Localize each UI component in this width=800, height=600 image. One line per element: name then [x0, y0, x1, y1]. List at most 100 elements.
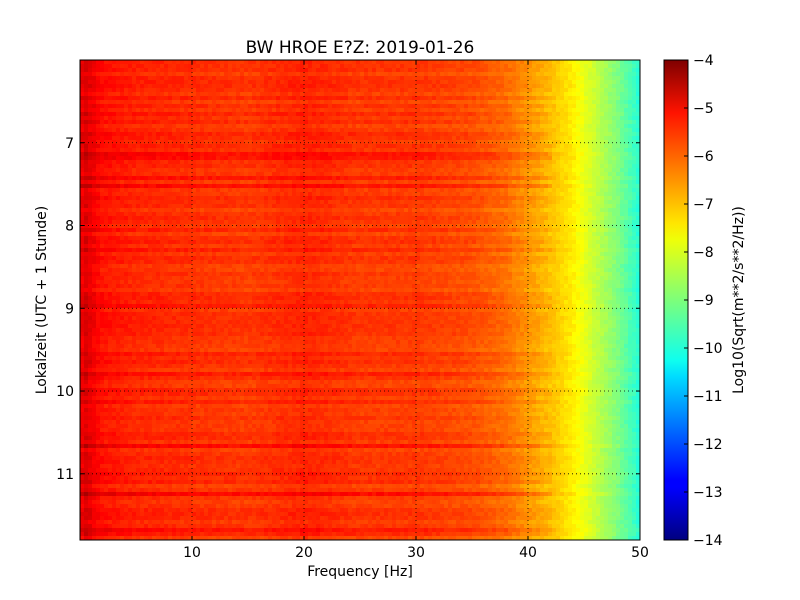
heatmap-cell	[188, 428, 193, 433]
heatmap-cell	[180, 60, 185, 65]
heatmap-cell	[200, 316, 205, 321]
heatmap-cell	[172, 128, 177, 133]
heatmap-cell	[216, 128, 221, 133]
heatmap-cell	[104, 532, 109, 537]
heatmap-cell	[172, 416, 177, 421]
heatmap-cell	[192, 108, 197, 113]
heatmap-cell	[128, 536, 133, 540]
heatmap-cell	[120, 504, 125, 509]
heatmap-cell	[164, 468, 169, 473]
heatmap-cell	[152, 484, 157, 489]
heatmap-cell	[216, 100, 221, 105]
heatmap-cell	[100, 84, 105, 89]
heatmap-cell	[144, 476, 149, 481]
heatmap-cell	[136, 156, 141, 161]
heatmap-cell	[204, 268, 209, 273]
heatmap-cell	[144, 300, 149, 305]
heatmap-cell	[112, 400, 117, 405]
heatmap-cell	[160, 484, 165, 489]
heatmap-cell	[204, 372, 209, 377]
heatmap-cell	[88, 332, 93, 337]
heatmap-cell	[80, 112, 85, 117]
heatmap-cell	[224, 428, 229, 433]
heatmap-cell	[204, 512, 209, 517]
heatmap-cell	[228, 232, 233, 237]
heatmap-cell	[200, 408, 205, 413]
heatmap-cell	[192, 320, 197, 325]
heatmap-cell	[120, 248, 125, 253]
heatmap-cell	[204, 476, 209, 481]
heatmap-cell	[188, 136, 193, 141]
heatmap-cell	[204, 516, 209, 521]
heatmap-cell	[204, 356, 209, 361]
heatmap-cell	[112, 96, 117, 101]
heatmap-cell	[120, 468, 125, 473]
heatmap-cell	[96, 440, 101, 445]
heatmap-cell	[112, 224, 117, 229]
heatmap-cell	[108, 324, 113, 329]
heatmap-cell	[84, 336, 89, 341]
heatmap-cell	[116, 388, 121, 393]
heatmap-cell	[208, 380, 213, 385]
heatmap-cell	[224, 460, 229, 465]
heatmap-cell	[144, 252, 149, 257]
heatmap-cell	[232, 328, 237, 333]
heatmap-cell	[200, 124, 205, 129]
heatmap-cell	[224, 108, 229, 113]
heatmap-cell	[220, 208, 225, 213]
heatmap-cell	[192, 288, 197, 293]
heatmap-cell	[112, 164, 117, 169]
heatmap-cell	[216, 276, 221, 281]
heatmap-cell	[164, 132, 169, 137]
heatmap-cell	[188, 452, 193, 457]
heatmap-cell	[208, 456, 213, 461]
heatmap-cell	[244, 328, 249, 333]
heatmap-cell	[208, 368, 213, 373]
heatmap-cell	[168, 248, 173, 253]
heatmap-cell	[112, 64, 117, 69]
heatmap-cell	[164, 212, 169, 217]
heatmap-cell	[100, 140, 105, 145]
heatmap-cell	[180, 508, 185, 513]
heatmap-cell	[212, 132, 217, 137]
heatmap-cell	[80, 440, 85, 445]
heatmap-cell	[184, 412, 189, 417]
heatmap-cell	[176, 60, 181, 65]
heatmap-cell	[116, 244, 121, 249]
heatmap-cell	[212, 204, 217, 209]
heatmap-cell	[240, 396, 245, 401]
heatmap-cell	[112, 432, 117, 437]
heatmap-cell	[220, 348, 225, 353]
heatmap-cell	[200, 380, 205, 385]
heatmap-cell	[80, 272, 85, 277]
heatmap-cell	[124, 144, 129, 149]
heatmap-cell	[124, 416, 129, 421]
heatmap-cell	[188, 292, 193, 297]
heatmap-cell	[172, 308, 177, 313]
heatmap-cell	[224, 336, 229, 341]
heatmap-cell	[188, 364, 193, 369]
heatmap-cell	[204, 508, 209, 513]
heatmap-cell	[160, 496, 165, 501]
heatmap-cell	[140, 88, 145, 93]
heatmap-cell	[84, 60, 89, 65]
heatmap-cell	[184, 280, 189, 285]
heatmap-cell	[208, 528, 213, 533]
heatmap-cell	[152, 428, 157, 433]
heatmap-cell	[168, 344, 173, 349]
heatmap-cell	[188, 140, 193, 145]
heatmap-cell	[140, 132, 145, 137]
heatmap-cell	[160, 300, 165, 305]
heatmap-cell	[112, 360, 117, 365]
heatmap-cell	[152, 168, 157, 173]
heatmap-cell	[112, 104, 117, 109]
heatmap-cell	[228, 76, 233, 81]
heatmap-cell	[84, 444, 89, 449]
heatmap-cell	[188, 516, 193, 521]
heatmap-cell	[116, 284, 121, 289]
heatmap-cell	[92, 264, 97, 269]
heatmap-cell	[228, 320, 233, 325]
heatmap-cell	[204, 188, 209, 193]
heatmap-cell	[156, 348, 161, 353]
heatmap-cell	[140, 264, 145, 269]
